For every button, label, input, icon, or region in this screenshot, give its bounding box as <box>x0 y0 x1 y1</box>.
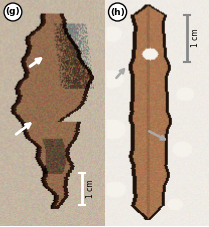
Text: 1 cm: 1 cm <box>191 29 200 47</box>
Text: (h): (h) <box>110 7 125 17</box>
Text: (g): (g) <box>6 7 20 17</box>
Text: 1 cm: 1 cm <box>86 180 95 198</box>
Circle shape <box>108 3 127 21</box>
Circle shape <box>4 3 22 21</box>
